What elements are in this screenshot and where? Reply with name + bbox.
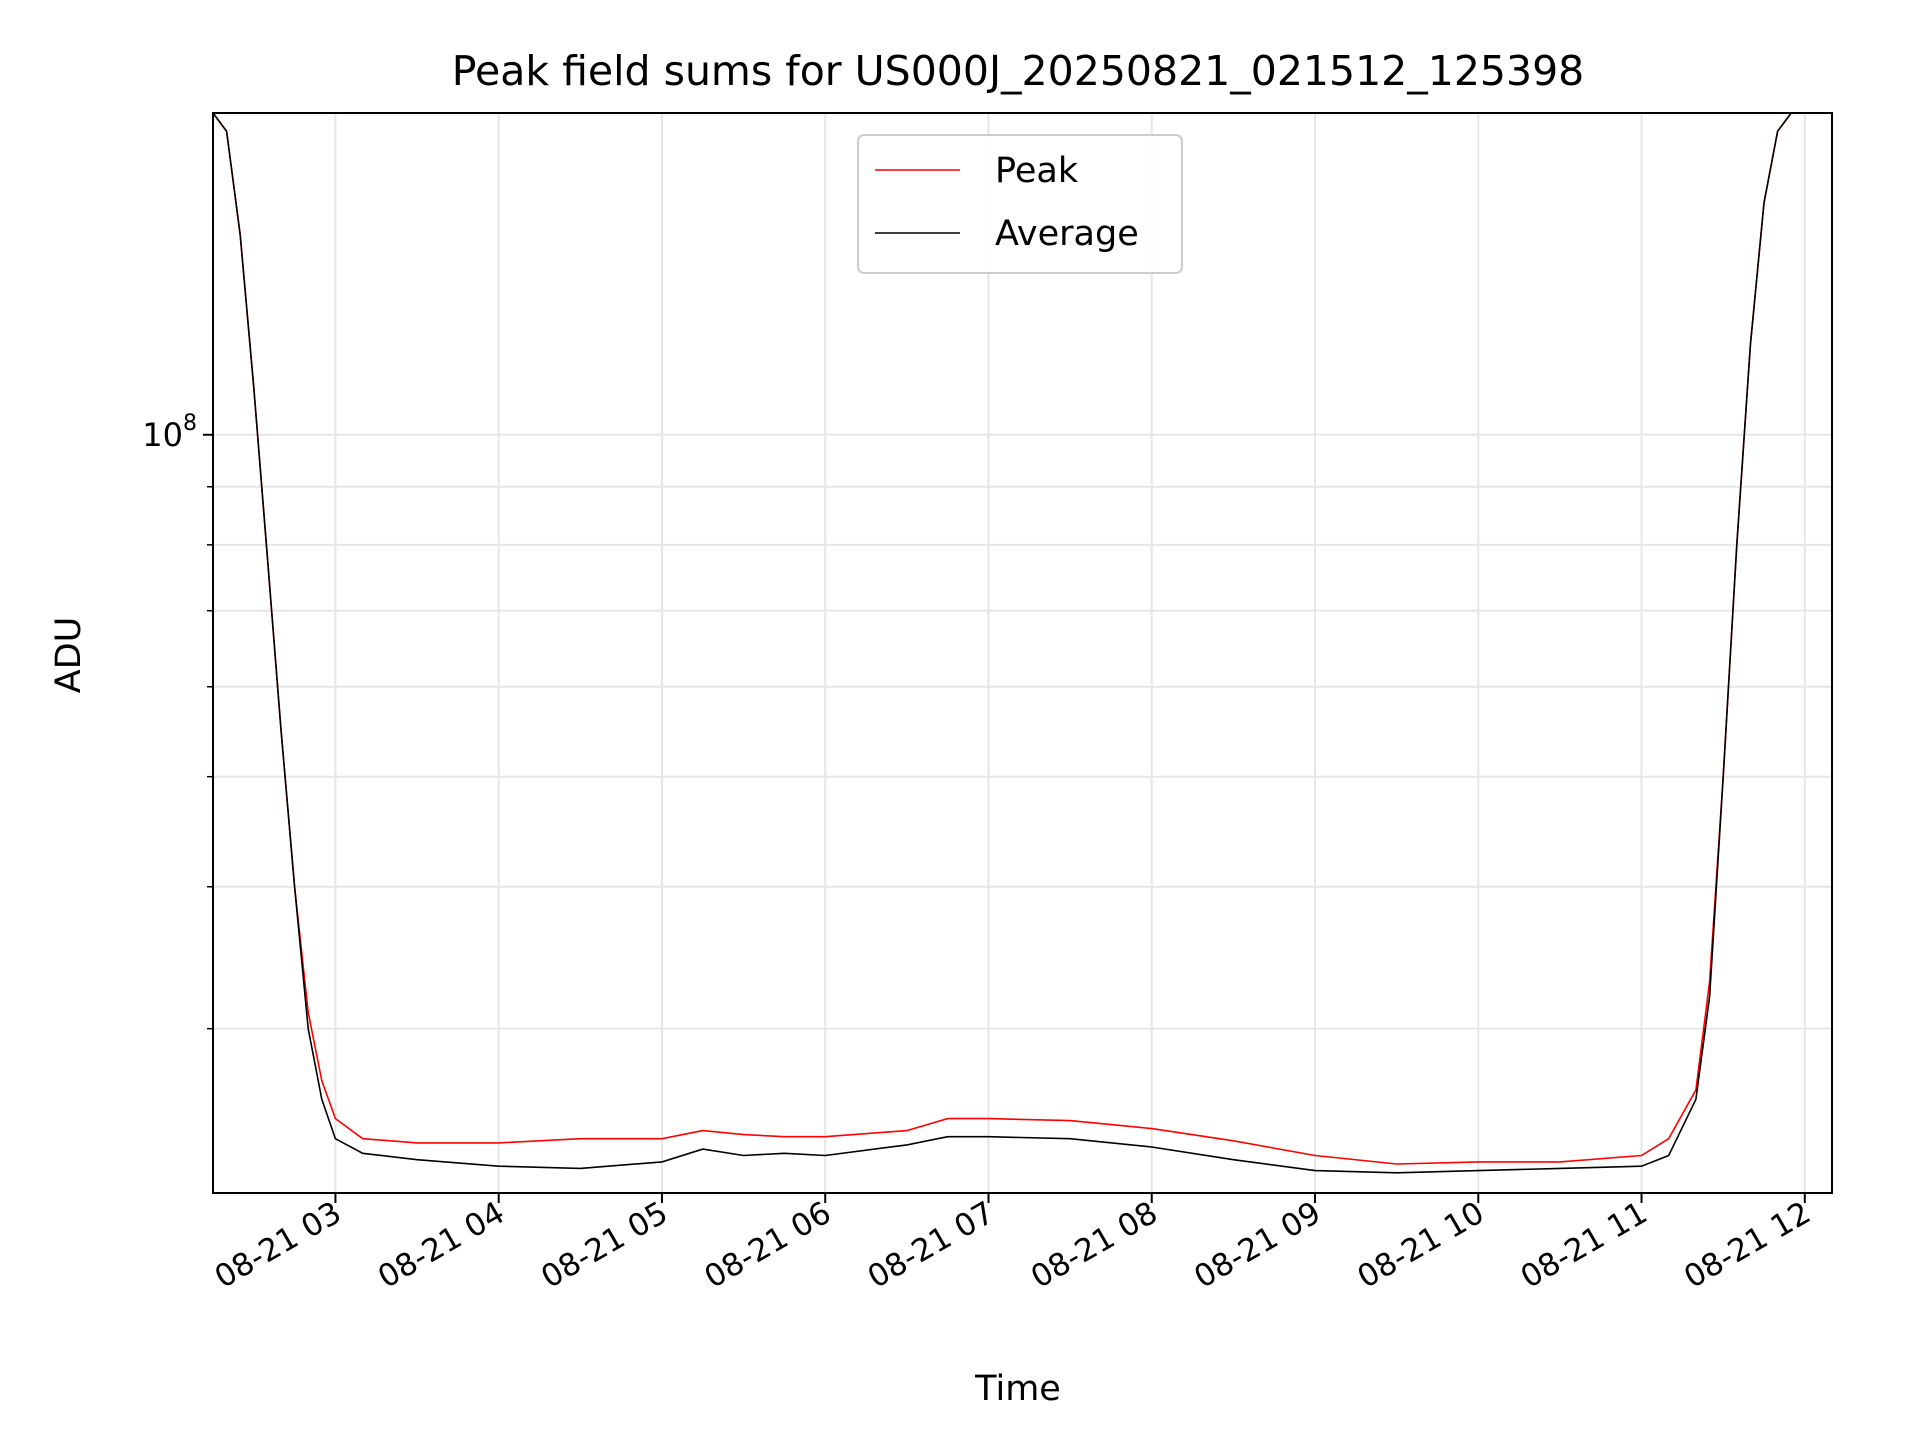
x-axis-label: Time	[974, 1369, 1061, 1409]
grid	[213, 113, 1832, 1193]
y-tick-label: 108	[142, 411, 197, 454]
legend-label-peak: Peak	[995, 151, 1079, 191]
y-tick-exponent: 8	[183, 411, 197, 436]
y-tick-base: 10	[142, 416, 183, 454]
legend-label-average: Average	[995, 214, 1139, 254]
series-group	[213, 113, 1792, 1174]
plot-frame	[212, 112, 1833, 1194]
y-axis-ticks: 108	[142, 411, 213, 1030]
legend: Peak Average	[857, 134, 1183, 274]
y-axis-label: ADU	[49, 617, 89, 694]
series-line-average	[213, 113, 1792, 1174]
chart-title: Peak field sums for US000J_20250821_0215…	[452, 47, 1585, 95]
